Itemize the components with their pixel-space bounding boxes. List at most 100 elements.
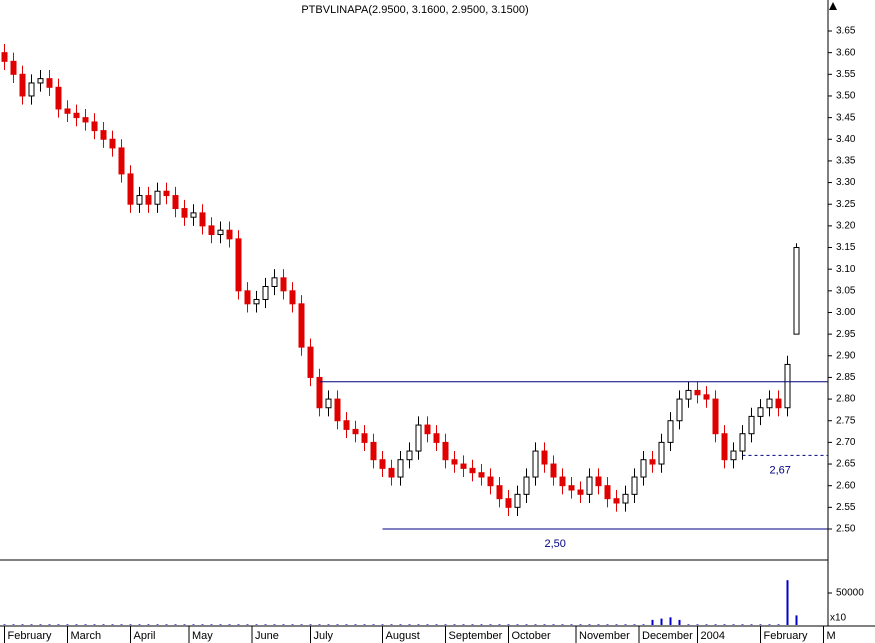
volume-bar — [768, 624, 771, 625]
candle-body — [262, 285, 269, 300]
candle-body — [334, 398, 341, 422]
candle-body — [712, 398, 719, 435]
volume-bar — [174, 624, 177, 625]
volume-bar — [714, 624, 717, 625]
volume-bar — [435, 624, 438, 625]
y-tick-label: 3.55 — [836, 69, 856, 80]
x-tick-label: April — [134, 630, 156, 642]
candle-body — [739, 433, 746, 452]
volume-bar — [651, 619, 654, 625]
candle-body — [586, 476, 593, 495]
candle-body — [1, 52, 8, 62]
volume-bar — [3, 624, 6, 625]
x-tick-label: February — [8, 630, 53, 642]
candle-body — [37, 78, 44, 84]
y-tick-label: 2.85 — [836, 372, 856, 383]
candle-body — [10, 60, 17, 75]
candle-body — [505, 498, 512, 508]
y-tick-label: 2.60 — [836, 480, 856, 491]
y-tick-label: 2.90 — [836, 350, 856, 361]
candle-body — [496, 485, 503, 500]
volume-bar — [507, 624, 510, 625]
x-tick-label: March — [71, 630, 102, 642]
volume-bar — [408, 624, 411, 625]
candle-body — [460, 463, 467, 469]
volume-bar — [300, 624, 303, 625]
chart-title: PTBVLINAPA(2.9500, 3.1600, 2.9500, 3.150… — [301, 4, 528, 16]
volume-bar — [471, 624, 474, 625]
volume-bar — [66, 624, 69, 625]
y-tick-label: 3.50 — [836, 91, 856, 102]
volume-bar — [705, 624, 708, 625]
volume-bar — [291, 624, 294, 625]
y-tick-label: 3.25 — [836, 199, 856, 210]
volume-bar — [732, 624, 735, 625]
candle-body — [370, 441, 377, 461]
volume-bar — [642, 624, 645, 625]
y-tick-label: 3.15 — [836, 242, 856, 253]
volume-bar — [696, 624, 699, 625]
volume-bar — [417, 624, 420, 625]
volume-bar — [12, 624, 15, 625]
candle-body — [361, 433, 368, 443]
candle-body — [631, 476, 638, 495]
candle-body — [397, 459, 404, 478]
volume-bar — [750, 624, 753, 625]
y-tick-label: 2.70 — [836, 437, 856, 448]
candle-body — [658, 441, 665, 465]
y-tick-label: 3.00 — [836, 307, 856, 318]
candle-body — [640, 459, 647, 478]
candle-body — [82, 117, 89, 123]
candle-body — [748, 415, 755, 435]
candle-body — [343, 420, 350, 430]
candle-body — [703, 394, 710, 400]
volume-tick-label: 50000 — [836, 588, 864, 599]
volume-bar — [759, 624, 762, 625]
candle-body — [208, 225, 215, 236]
volume-bar — [201, 624, 204, 625]
candle-body — [226, 229, 233, 240]
x-tick-label: September — [449, 630, 503, 642]
volume-bar — [192, 624, 195, 625]
x-tick-label: M — [827, 630, 836, 642]
candle-body — [523, 476, 530, 495]
volume-bar — [525, 624, 528, 625]
candle-body — [118, 147, 125, 175]
x-tick-label: December — [642, 630, 693, 642]
candle-body — [325, 398, 332, 409]
volume-bar — [138, 624, 141, 625]
x-tick-label: August — [386, 630, 420, 642]
volume-bar — [777, 624, 780, 625]
volume-bar — [624, 624, 627, 625]
candle-body — [415, 424, 422, 452]
candle-body — [145, 195, 152, 205]
volume-bar — [21, 624, 24, 625]
volume-bar — [129, 624, 132, 625]
candle-body — [73, 112, 80, 119]
volume-bar — [336, 624, 339, 625]
candle-body — [595, 476, 602, 487]
x-tick-label: June — [255, 630, 279, 642]
volume-bar — [309, 624, 312, 625]
volume-bar — [183, 624, 186, 625]
volume-bar — [165, 624, 168, 625]
volume-bar — [93, 624, 96, 625]
candle-body — [190, 212, 197, 218]
volume-bar — [363, 624, 366, 625]
candle-body — [181, 208, 188, 218]
x-tick-label: February — [764, 630, 809, 642]
volume-bar — [660, 618, 663, 625]
candle-body — [784, 363, 791, 409]
candle-body — [271, 277, 278, 287]
candle-body — [289, 290, 296, 305]
volume-bar — [606, 624, 609, 625]
volume-bar — [372, 624, 375, 625]
volume-bar — [534, 624, 537, 625]
x-tick-label: May — [192, 630, 213, 642]
candle-body — [550, 463, 557, 478]
candle-body — [298, 303, 305, 348]
candle-body — [649, 459, 656, 465]
volume-bar — [264, 624, 267, 625]
